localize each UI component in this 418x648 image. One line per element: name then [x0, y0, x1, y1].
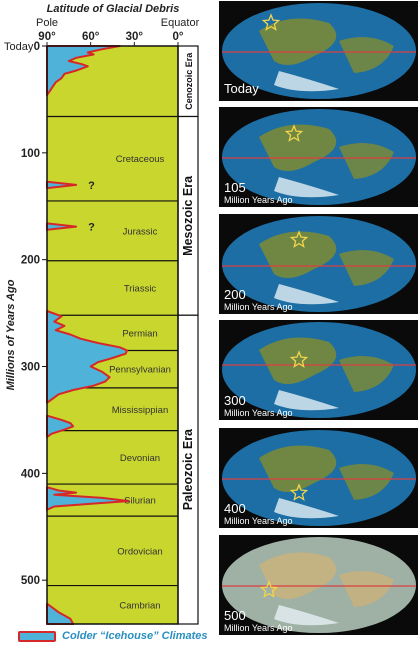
y-axis-label: Millions of Years Ago: [5, 279, 17, 390]
period-label: Pennsylvanian: [109, 365, 171, 376]
period-label: Permian: [122, 328, 157, 339]
paleomap-unit-label: Million Years Ago: [224, 195, 293, 205]
period-label: Silurian: [124, 496, 156, 507]
paleomap-globe: [222, 430, 416, 526]
period-label: Jurassic: [123, 226, 158, 237]
x-tick-label: 0°: [173, 31, 184, 43]
paleomap-card: Today: [219, 1, 418, 101]
icehouse-area: [46, 309, 129, 404]
y-tick-label: 400: [21, 468, 40, 480]
uncertain-marker: ?: [88, 180, 95, 192]
paleomap-globe: [222, 322, 416, 418]
y-tick-label: 500: [21, 575, 40, 587]
chart-title: Latitude of Glacial Debris: [47, 3, 180, 15]
x-tick-label: 60°: [82, 31, 100, 43]
paleomap-globe: [222, 109, 416, 205]
paleomap-card: 500 Million Years Ago: [219, 535, 418, 635]
x-end-label-equator: Equator: [161, 17, 200, 29]
uncertain-marker: ?: [88, 222, 95, 234]
paleomap-card: 105 Million Years Ago: [219, 107, 418, 207]
paleomap-globe: [222, 216, 416, 312]
paleomap-age-label: 500: [224, 608, 246, 623]
y-tick-label: 200: [21, 255, 40, 267]
paleomap-age-label: 200: [224, 287, 246, 302]
period-label: Devonian: [120, 453, 160, 464]
legend-swatch-icehouse: [18, 630, 56, 642]
paleomap-card: 400 Million Years Ago: [219, 428, 418, 528]
x-tick-label: 30°: [126, 31, 144, 43]
y-tick-label: 0: [34, 41, 40, 53]
paleomap-unit-label: Million Years Ago: [224, 516, 293, 526]
period-label: Ordovician: [117, 546, 162, 557]
period-label: Triassic: [124, 283, 157, 294]
paleomap-unit-label: Million Years Ago: [224, 408, 293, 418]
legend-label-icehouse: Colder “Icehouse” Climates: [62, 630, 208, 642]
paleomap-globe: [222, 537, 416, 633]
paleomap-card: 300 Million Years Ago: [219, 320, 418, 420]
icehouse-area: [46, 45, 121, 97]
era-label: Mesozoic Era: [181, 175, 195, 256]
x-tick-label: 90°: [38, 31, 56, 43]
y-tick-label: 300: [21, 362, 40, 374]
y-tick-label: 100: [21, 148, 40, 160]
era-label: Paleozoic Era: [181, 428, 195, 510]
paleomap-age-label: Today: [224, 81, 259, 96]
paleomap-unit-label: Million Years Ago: [224, 302, 293, 312]
today-label: Today: [4, 41, 34, 53]
x-end-label-pole: Pole: [36, 17, 58, 29]
paleomap-unit-label: Million Years Ago: [224, 623, 293, 633]
paleomap-globe: [222, 3, 416, 99]
period-label: Mississippian: [112, 405, 169, 416]
paleomap-age-label: 105: [224, 180, 246, 195]
paleomap-age-label: 400: [224, 501, 246, 516]
paleomap-card: 200 Million Years Ago: [219, 214, 418, 314]
paleomap-age-label: 300: [224, 393, 246, 408]
era-label: Cenozoic Era: [184, 52, 194, 110]
chart-frame: [46, 45, 179, 625]
period-label: Cambrian: [119, 600, 160, 611]
legend: Colder “Icehouse” Climates: [18, 628, 208, 644]
period-label: Cretaceous: [116, 154, 165, 165]
